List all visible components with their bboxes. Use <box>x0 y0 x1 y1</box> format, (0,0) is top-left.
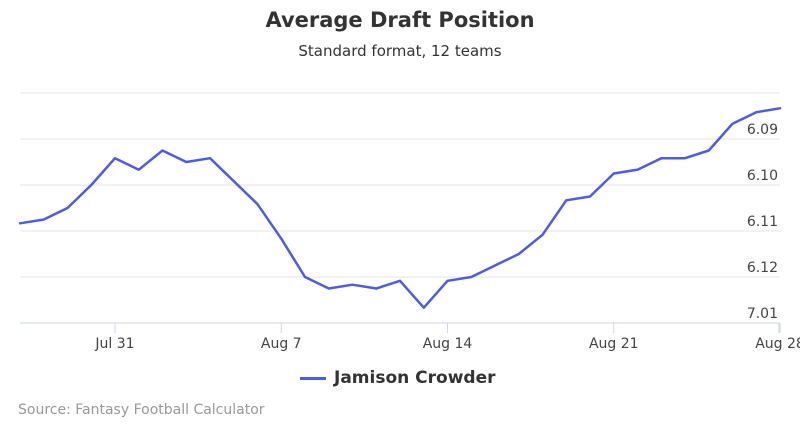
x-tick-label: Aug 28 <box>755 336 800 352</box>
legend-label: Jamison Crowder <box>334 368 496 388</box>
x-tick-label: Aug 14 <box>423 336 473 352</box>
grid-lines <box>20 92 780 324</box>
legend[interactable]: Jamison Crowder <box>300 366 495 390</box>
x-tick-label: Aug 21 <box>589 336 639 352</box>
x-tick-label: Jul 31 <box>94 336 134 352</box>
source-credit[interactable]: Source: Fantasy Football Calculator <box>18 402 265 418</box>
chart-title: Average Draft Position <box>265 8 535 32</box>
series-layer <box>18 107 782 309</box>
series-line-jamison-crowder <box>18 107 782 309</box>
chart-subtitle: Standard format, 12 teams <box>298 42 502 60</box>
x-tick-label: Aug 7 <box>261 336 302 352</box>
y-tick-label: 6.10 <box>747 168 778 184</box>
legend-line-icon <box>300 376 326 380</box>
y-tick-label: 6.12 <box>747 260 778 276</box>
y-tick-label: 7.01 <box>747 306 778 322</box>
x-axis: Jul 31 Aug 7 Aug 14 Aug 21 Aug 28 <box>94 323 800 352</box>
y-tick-label: 6.11 <box>747 214 778 230</box>
y-axis-labels: 6.09 6.10 6.11 6.12 7.01 <box>747 122 778 322</box>
y-tick-label: 6.09 <box>747 122 778 138</box>
